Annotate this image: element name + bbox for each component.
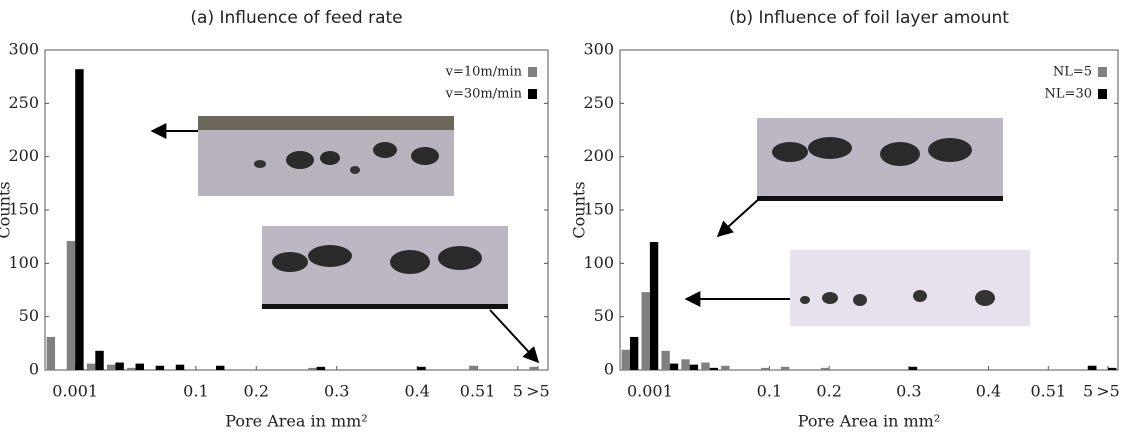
bar <box>629 336 639 370</box>
bar <box>75 69 84 370</box>
bar <box>780 366 790 370</box>
x-tick-label: 0.001 <box>627 382 673 401</box>
y-tick-label: 300 <box>8 40 39 59</box>
legend-swatch <box>528 89 537 99</box>
bar <box>95 350 104 370</box>
bar <box>689 364 699 370</box>
chart-title: (a) Influence of feed rate <box>190 8 402 28</box>
bar <box>621 349 630 370</box>
x-tick-label: 5 <box>513 382 523 401</box>
bar <box>1108 367 1117 370</box>
x-tick-label: 0.4 <box>976 382 1001 401</box>
bar <box>661 350 670 370</box>
bar <box>469 365 478 370</box>
x-tick-label: 0.3 <box>324 382 349 401</box>
bar <box>155 365 165 370</box>
bar <box>641 292 650 370</box>
x-tick-label: 0.1 <box>183 382 208 401</box>
x-axis-label: Pore Area in mm² <box>225 412 368 431</box>
bar <box>820 367 830 370</box>
y-tick-label: 100 <box>583 253 614 272</box>
bar <box>681 359 690 370</box>
y-tick-label: 50 <box>19 306 39 325</box>
x-tick-label: 5 <box>1083 382 1093 401</box>
bar <box>216 365 225 370</box>
legend-label: v=30m/min <box>445 87 523 102</box>
bar <box>417 366 426 370</box>
legend-label: v=10m/min <box>445 65 523 80</box>
bar <box>316 366 326 370</box>
bar <box>175 364 185 370</box>
y-tick-label: 200 <box>583 146 614 165</box>
arrow <box>716 197 761 238</box>
y-tick-label: 250 <box>583 93 614 112</box>
x-tick-label: 0.3 <box>896 382 921 401</box>
bar <box>127 367 136 370</box>
y-tick-label: 50 <box>594 306 614 325</box>
bar <box>721 365 730 370</box>
x-tick-label: 0.51 <box>460 382 496 401</box>
x-tick-label: 0.001 <box>52 382 98 401</box>
x-tick-label: 0.2 <box>816 382 841 401</box>
bar <box>86 363 96 370</box>
arrow <box>489 309 540 364</box>
legend-swatch <box>1098 67 1107 77</box>
x-axis-label: Pore Area in mm² <box>798 412 941 431</box>
bar <box>115 362 124 370</box>
legend-swatch <box>528 67 537 77</box>
legend-swatch <box>1098 89 1107 99</box>
bar <box>709 367 719 370</box>
y-tick-label: 300 <box>583 40 614 59</box>
bar <box>701 362 710 370</box>
x-tick-label: 0.4 <box>404 382 429 401</box>
bar <box>669 363 679 370</box>
x-tick-label: 0.51 <box>1030 382 1066 401</box>
bar <box>308 367 317 370</box>
y-axis-label: Counts <box>0 181 14 238</box>
photo-inset <box>262 226 508 309</box>
legend-label: NL=5 <box>1053 65 1092 80</box>
y-tick-label: 0 <box>604 360 614 379</box>
bar <box>529 366 538 370</box>
x-tick-label: >5 <box>1096 382 1120 401</box>
bar <box>908 366 918 370</box>
bar <box>649 242 659 370</box>
x-tick-label: >5 <box>526 382 550 401</box>
bar <box>761 367 770 370</box>
bar <box>135 363 144 370</box>
y-tick-label: 100 <box>8 253 39 272</box>
y-tick-label: 200 <box>8 146 39 165</box>
y-tick-label: 150 <box>583 200 614 219</box>
y-axis-label: Counts <box>570 181 589 238</box>
x-tick-label: 0.1 <box>757 382 782 401</box>
legend-label: NL=30 <box>1045 87 1092 102</box>
photo-inset <box>198 116 454 196</box>
y-tick-label: 250 <box>8 93 39 112</box>
y-tick-label: 0 <box>29 360 39 379</box>
bar <box>46 336 56 370</box>
chart-title: (b) Influence of foil layer amount <box>729 8 1009 28</box>
x-tick-label: 0.2 <box>244 382 269 401</box>
bar <box>106 364 116 370</box>
y-tick-label: 150 <box>8 200 39 219</box>
photo-inset <box>757 118 1003 201</box>
bar <box>1088 365 1097 370</box>
photo-inset <box>790 250 1030 326</box>
bar <box>66 240 76 370</box>
